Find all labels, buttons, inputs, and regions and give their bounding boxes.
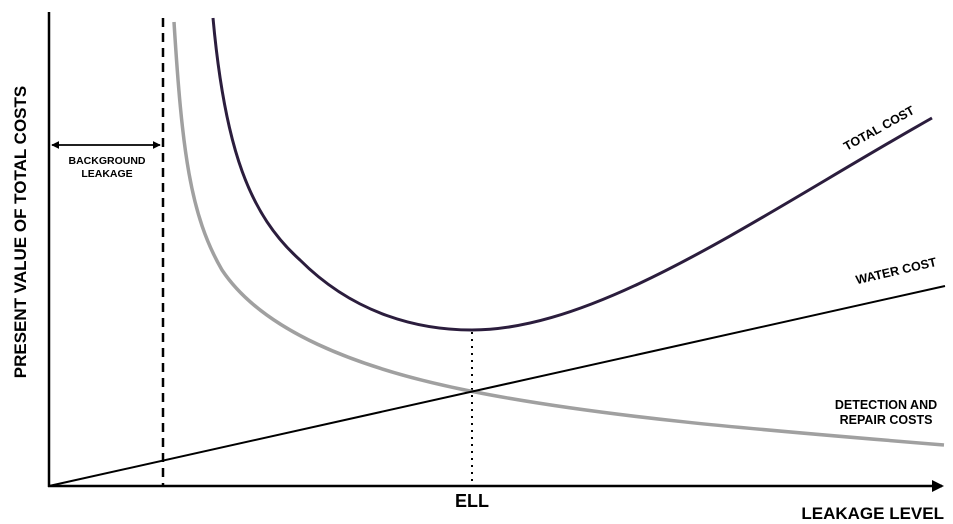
background-leakage-label-line1: BACKGROUND xyxy=(69,155,146,167)
background-leakage-label-line2: LEAKAGE xyxy=(81,168,132,180)
detection-repair-cost-curve xyxy=(172,21,945,447)
y-axis-label: PRESENT VALUE OF TOTAL COSTS xyxy=(11,86,30,379)
water-cost-label: WATER COST xyxy=(854,255,938,287)
x-axis-label: LEAKAGE LEVEL xyxy=(801,504,944,523)
detection-repair-label-line2: REPAIR COSTS xyxy=(840,413,933,427)
total-cost-label: TOTAL COST xyxy=(841,103,917,153)
ell-label: ELL xyxy=(455,491,489,511)
detection-repair-label-line1: DETECTION AND xyxy=(835,398,937,412)
water-cost-line xyxy=(48,285,946,487)
total-cost-curve xyxy=(211,17,933,332)
